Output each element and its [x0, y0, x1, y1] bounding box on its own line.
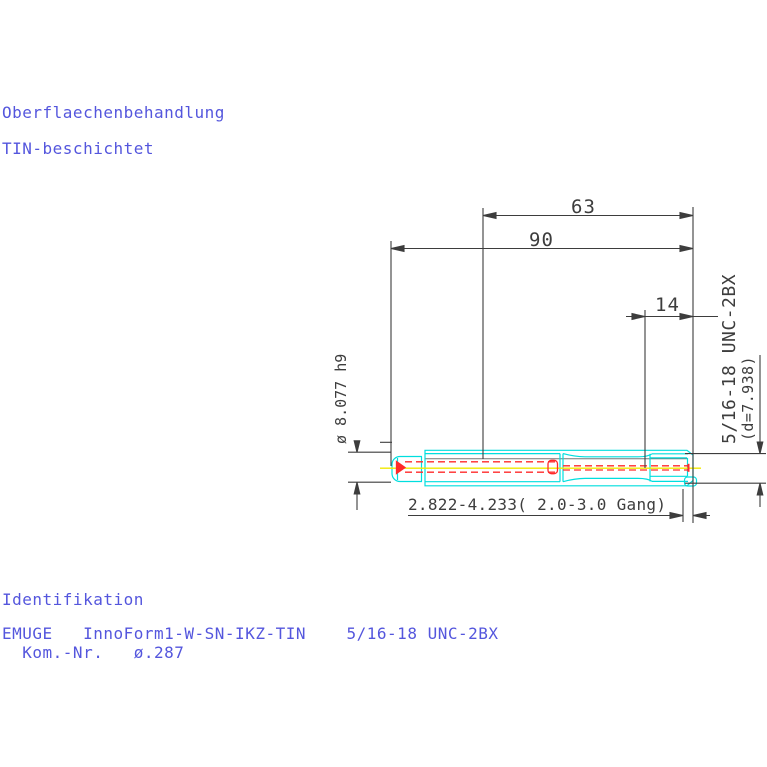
- surface-treatment-label: Oberflaechenbehandlung: [2, 103, 225, 122]
- dimension-chamfer-length: [408, 489, 710, 522]
- surface-treatment-value: TIN-beschichtet: [2, 139, 154, 158]
- dimension-lines: [348, 207, 766, 523]
- dimension-63: [482, 208, 694, 459]
- dimension-14: [626, 310, 718, 468]
- dim-text-90: 90: [529, 229, 554, 251]
- identification-article: EMUGE InnoForm1-W-SN-IKZ-TIN 5/16-18 UNC…: [2, 624, 499, 643]
- identification-kom-nr: Kom.-Nr. ø.287: [2, 643, 185, 662]
- dimension-shank-diameter: [348, 440, 392, 510]
- identification-label: Identifikation: [2, 590, 144, 609]
- dim-text-14: 14: [655, 294, 680, 316]
- dim-text-chamfer-length: 2.822-4.233( 2.0-3.0 Gang): [408, 495, 667, 514]
- coolant-channel: [395, 459, 690, 475]
- dimension-thread-diameter: [685, 355, 766, 507]
- dimension-90: [390, 241, 694, 466]
- dim-text-63: 63: [571, 196, 596, 218]
